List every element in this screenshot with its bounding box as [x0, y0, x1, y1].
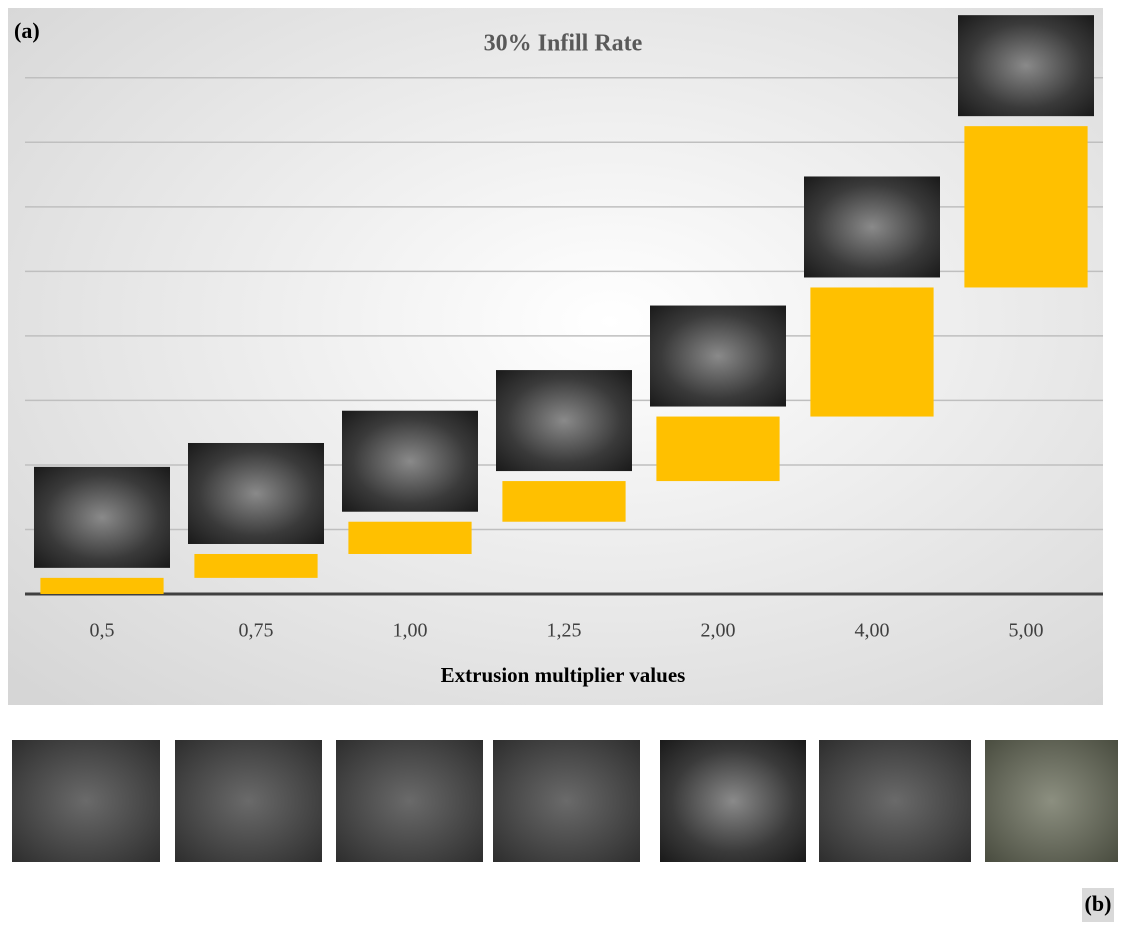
bar — [502, 481, 625, 522]
sample-photo — [12, 740, 160, 862]
x-tick-label: 4,00 — [855, 620, 890, 642]
x-tick-label: 0,75 — [239, 620, 274, 642]
micrograph — [650, 306, 786, 407]
figure: (a) 30% Infill Rate Extrusion multiplier… — [0, 0, 1121, 951]
micrograph — [804, 176, 940, 277]
chart-background — [8, 8, 1103, 705]
sample-photo — [336, 740, 483, 862]
micrograph — [496, 370, 632, 471]
panel-label: (a) — [14, 18, 40, 43]
bar — [656, 417, 779, 482]
x-tick-label: 1,00 — [393, 620, 428, 642]
x-tick-label: 5,00 — [1009, 620, 1044, 642]
bar — [964, 126, 1087, 287]
micrograph — [958, 15, 1094, 116]
x-tick-label: 1,25 — [547, 620, 582, 642]
sample-photo — [660, 740, 806, 862]
sample-photo — [175, 740, 322, 862]
sample-photo — [985, 740, 1118, 862]
x-tick-label: 0,5 — [90, 620, 115, 642]
sample-photo — [819, 740, 971, 862]
chart-title: 30% Infill Rate — [484, 31, 643, 57]
sample-photo — [493, 740, 640, 862]
micrograph — [188, 443, 324, 544]
panel-label: (b) — [1085, 891, 1112, 916]
x-tick-label: 2,00 — [701, 620, 736, 642]
bar — [194, 554, 317, 578]
x-axis-title: Extrusion multiplier values — [441, 663, 686, 687]
bar — [40, 578, 163, 594]
micrograph — [34, 467, 170, 568]
sample-photos — [12, 740, 1118, 862]
bar — [348, 522, 471, 554]
bar — [810, 287, 933, 416]
micrograph — [342, 411, 478, 512]
